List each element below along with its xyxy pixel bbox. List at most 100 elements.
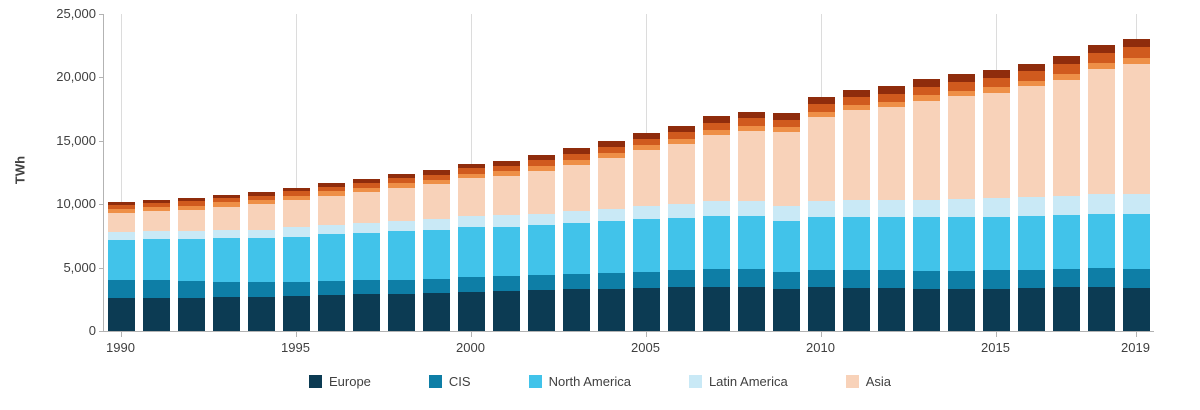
bar-segment-latin-america[interactable] [843,200,870,217]
bar-segment-asia[interactable] [1088,68,1115,195]
bar-segment-europe[interactable] [983,288,1010,331]
bar-segment-cis[interactable] [598,272,625,289]
bar-segment[interactable] [738,125,765,131]
bar-segment[interactable] [1123,39,1150,48]
bar-segment-north-america[interactable] [1053,215,1080,269]
bar-segment[interactable] [668,138,695,144]
bar-segment[interactable] [1088,44,1115,53]
bar-segment-asia[interactable] [1123,63,1150,195]
bar-segment[interactable] [1018,71,1045,81]
bar-segment[interactable] [1123,47,1150,58]
bar-segment-latin-america[interactable] [948,199,975,218]
bar-segment[interactable] [458,168,485,174]
bar-segment-north-america[interactable] [493,226,520,277]
bar-segment[interactable] [633,145,660,151]
bar-segment[interactable] [248,199,275,205]
bar-segment[interactable] [388,178,415,184]
bar-segment[interactable] [598,141,625,147]
bar-segment-europe[interactable] [773,289,800,331]
bar-segment[interactable] [353,187,380,193]
bar-segment-asia[interactable] [213,206,240,231]
bar-segment[interactable] [878,93,905,102]
bar-segment-latin-america[interactable] [773,205,800,221]
bar-segment-asia[interactable] [808,116,835,201]
bar-segment-cis[interactable] [983,270,1010,289]
bar-segment[interactable] [1123,57,1150,64]
bar-segment-latin-america[interactable] [598,208,625,222]
bar-segment-asia[interactable] [1018,86,1045,197]
bar-segment-latin-america[interactable] [528,213,555,226]
bar-segment-cis[interactable] [493,276,520,292]
bar-segment[interactable] [318,182,345,187]
bar-segment-cis[interactable] [913,270,940,289]
bar-segment-latin-america[interactable] [318,224,345,235]
bar-segment-north-america[interactable] [668,217,695,271]
bar-segment-europe[interactable] [108,298,135,331]
bar-segment-latin-america[interactable] [983,197,1010,217]
bar-segment-asia[interactable] [353,192,380,224]
bar-segment-asia[interactable] [143,210,170,232]
bar-segment-north-america[interactable] [353,233,380,281]
bar-segment-asia[interactable] [458,178,485,216]
bar-segment[interactable] [703,129,730,135]
bar-segment-cis[interactable] [108,280,135,299]
bar-segment-europe[interactable] [668,287,695,331]
bar-segment[interactable] [458,173,485,179]
bar-segment-europe[interactable] [563,289,590,331]
bar-segment[interactable] [388,174,415,179]
bar-segment-asia[interactable] [178,209,205,232]
bar-segment[interactable] [983,70,1010,78]
bar-segment[interactable] [108,209,135,214]
bar-segment-cis[interactable] [738,269,765,287]
bar-segment-cis[interactable] [423,278,450,293]
bar-segment-north-america[interactable] [808,216,835,270]
bar-segment[interactable] [283,195,310,201]
bar-segment-cis[interactable] [283,281,310,297]
bar-segment-cis[interactable] [948,271,975,290]
bar-segment-north-america[interactable] [843,216,870,271]
bar-segment[interactable] [773,113,800,120]
bar-segment-asia[interactable] [913,100,940,200]
bar-segment[interactable] [1053,64,1080,74]
bar-segment-north-america[interactable] [983,216,1010,271]
bar-segment-europe[interactable] [738,286,765,331]
bar-segment-europe[interactable] [598,288,625,331]
bar-segment-cis[interactable] [703,269,730,287]
bar-segment-latin-america[interactable] [353,223,380,234]
bar-segment-north-america[interactable] [318,234,345,281]
bar-segment-cis[interactable] [773,272,800,290]
bar-segment-latin-america[interactable] [423,219,450,230]
bar-segment-latin-america[interactable] [738,200,765,216]
bar-segment-asia[interactable] [1053,79,1080,197]
bar-segment-europe[interactable] [213,297,240,331]
bar-segment-cis[interactable] [563,273,590,290]
bar-segment-cis[interactable] [143,280,170,298]
bar-segment-north-america[interactable] [108,239,135,281]
bar-segment-europe[interactable] [318,294,345,331]
bar-segment-europe[interactable] [633,287,660,331]
bar-segment-asia[interactable] [423,184,450,220]
bar-segment-cis[interactable] [353,280,380,295]
bar-segment-north-america[interactable] [563,222,590,274]
bar-segment-cis[interactable] [1018,269,1045,288]
bar-segment-north-america[interactable] [1018,215,1045,270]
bar-segment-latin-america[interactable] [1123,194,1150,214]
bar-segment[interactable] [913,95,940,101]
bar-segment[interactable] [178,201,205,206]
bar-segment-latin-america[interactable] [913,199,940,218]
bar-segment-cis[interactable] [388,279,415,294]
bar-segment[interactable] [248,195,275,200]
bar-segment[interactable] [213,194,240,199]
bar-segment-asia[interactable] [388,188,415,221]
bar-segment-cis[interactable] [528,275,555,291]
bar-segment[interactable] [493,171,520,177]
bar-segment-asia[interactable] [983,92,1010,198]
bar-segment-asia[interactable] [108,213,135,233]
bar-segment[interactable] [528,155,555,161]
bar-segment-latin-america[interactable] [493,215,520,227]
bar-segment-north-america[interactable] [528,225,555,276]
bar-segment-europe[interactable] [913,288,940,331]
bar-segment-asia[interactable] [248,204,275,230]
bar-segment-asia[interactable] [283,200,310,228]
bar-segment[interactable] [528,166,555,172]
